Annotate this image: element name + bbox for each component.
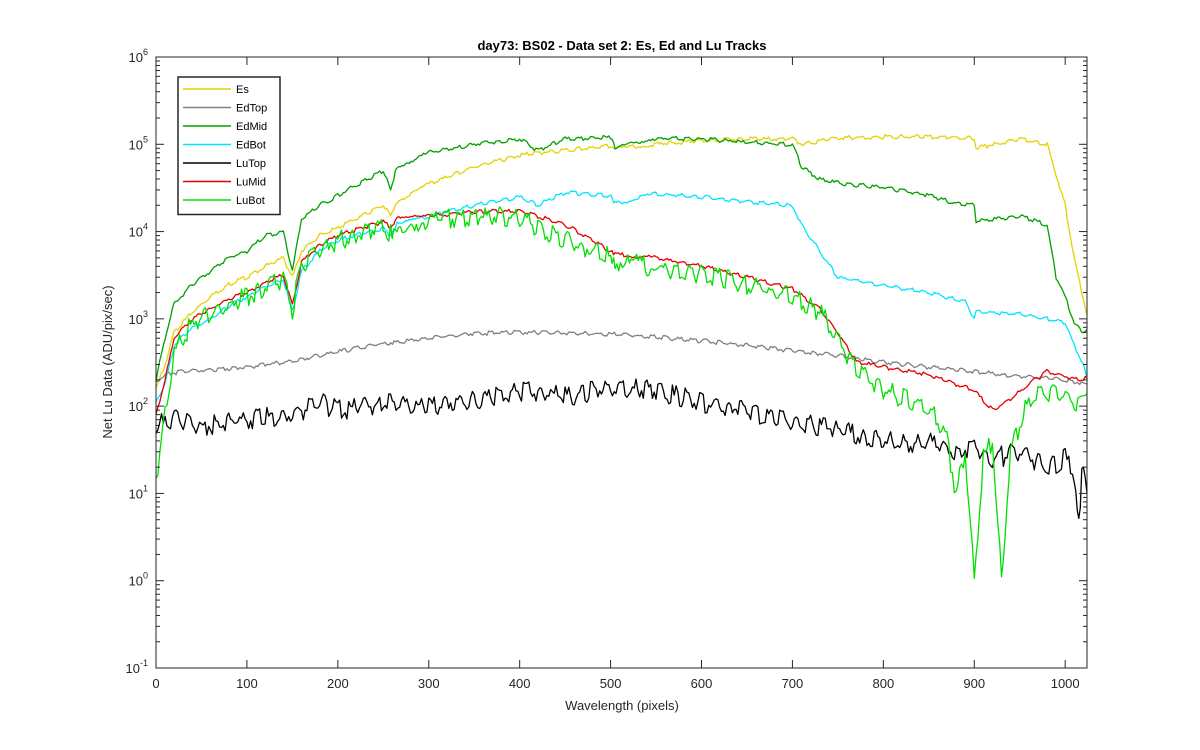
x-tick-label: 600 bbox=[691, 676, 713, 691]
legend-box bbox=[177, 76, 281, 216]
y-tick-label: 101 bbox=[129, 483, 148, 501]
x-tick-label: 100 bbox=[236, 676, 258, 691]
legend-label-lumid: LuMid bbox=[236, 177, 266, 189]
y-tick-label: 102 bbox=[129, 396, 148, 414]
y-axis-label: Net Lu Data (ADU/pix/sec) bbox=[100, 285, 115, 438]
series-line-lumid bbox=[155, 208, 1088, 415]
series-line-edtop bbox=[155, 329, 1088, 386]
series-line-edbot bbox=[155, 190, 1088, 403]
x-tick-label: 200 bbox=[327, 676, 349, 691]
y-tick-label: 103 bbox=[129, 309, 148, 327]
plot-lines bbox=[155, 133, 1088, 579]
x-tick-label: 500 bbox=[600, 676, 622, 691]
x-axis-label: Wavelength (pixels) bbox=[565, 698, 679, 713]
x-tick-label: 0 bbox=[152, 676, 159, 691]
x-tick-label: 900 bbox=[963, 676, 985, 691]
legend: Es EdTop EdMid EdBot LuTop LuMid LuBot bbox=[177, 76, 281, 216]
legend-label-edbot: EdBot bbox=[236, 140, 266, 152]
y-tick-label: 100 bbox=[129, 571, 148, 589]
x-tick-label: 400 bbox=[509, 676, 531, 691]
series-line-lutop bbox=[155, 378, 1088, 520]
x-tick-label: 1000 bbox=[1051, 676, 1080, 691]
y-tick-label: 10-1 bbox=[126, 658, 148, 676]
series-line-edmid bbox=[155, 134, 1088, 383]
legend-label-lutop: LuTop bbox=[236, 158, 266, 170]
legend-label-edtop: EdTop bbox=[236, 103, 267, 115]
axes: 0 100 200 300 400 500 600 700 800 900 1000 10-1 100 1… bbox=[126, 47, 1088, 691]
x-tick-label: 800 bbox=[872, 676, 894, 691]
y-tick-label: 104 bbox=[129, 222, 148, 240]
x-tick-label: 300 bbox=[418, 676, 440, 691]
legend-label-lubot: LuBot bbox=[236, 195, 265, 207]
y-tick-label: 105 bbox=[129, 134, 148, 152]
chart-title: day73: BS02 - Data set 2: Es, Ed and Lu … bbox=[477, 38, 766, 53]
legend-label-es: Es bbox=[236, 84, 249, 96]
y-tick-label: 106 bbox=[129, 47, 148, 65]
series-line-lubot bbox=[155, 206, 1088, 579]
plot-box bbox=[155, 56, 1088, 669]
legend-label-edmid: EdMid bbox=[236, 121, 267, 133]
x-tick-label: 700 bbox=[782, 676, 804, 691]
series-line-es bbox=[155, 133, 1088, 389]
